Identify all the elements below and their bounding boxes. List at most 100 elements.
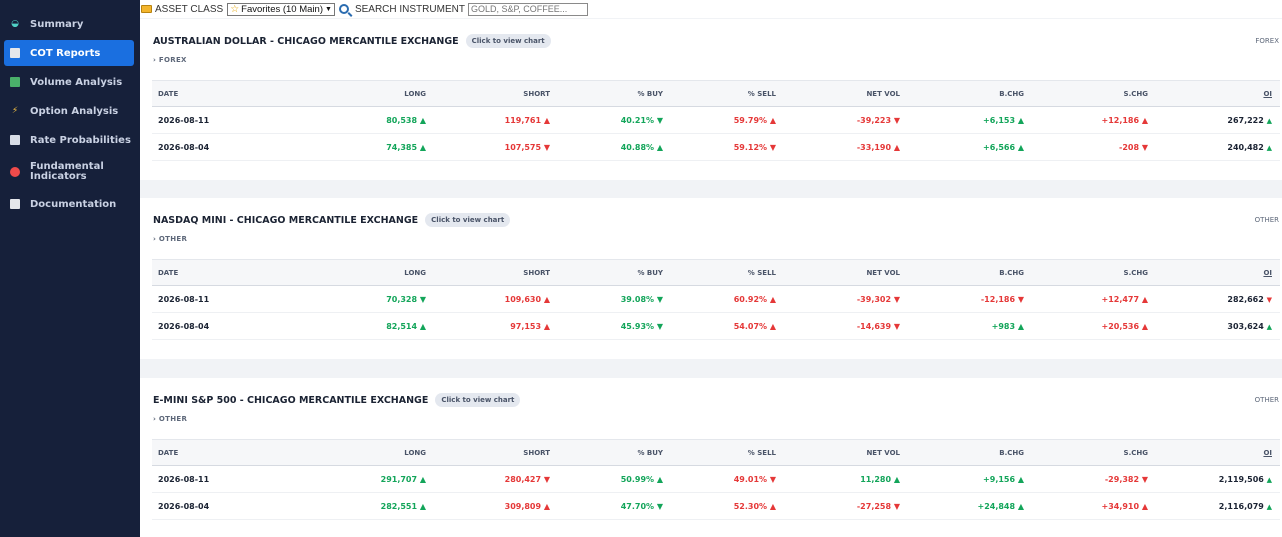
cell-oi: 240,482 ▲ <box>1156 133 1280 161</box>
cell-long: 70,328 ▼ <box>302 285 434 313</box>
column-header-b-chg: B.CHG <box>908 259 1032 286</box>
folder-icon <box>141 5 152 13</box>
cell-short: 119,761 ▲ <box>434 106 558 134</box>
table-row: 2026-08-04 82,514 ▲ 97,153 ▲ 45.93% ▼ 54.07%… <box>152 312 1280 340</box>
column-header-oi[interactable]: OI <box>1156 439 1280 466</box>
cell-date: 2026-08-11 <box>152 106 302 134</box>
asset-class-subtitle: › OTHER <box>153 415 188 423</box>
cell-schg: -29,382 ▼ <box>1032 465 1156 493</box>
cell-sell: 59.79% ▲ <box>671 106 784 134</box>
column-header-b-chg: B.CHG <box>908 439 1032 466</box>
cell-short: 280,427 ▼ <box>434 465 558 493</box>
cell-oi: 303,624 ▲ <box>1156 312 1280 340</box>
sidebar-item-summary[interactable]: ◒ Summary <box>4 11 134 37</box>
chevron-down-icon: ▼ <box>325 5 332 13</box>
cell-short: 109,630 ▲ <box>434 285 558 313</box>
arrow-up-icon: ▲ <box>1266 322 1272 331</box>
sidebar: ◒ Summary COT Reports Volume Analysis ⚡ … <box>0 0 140 537</box>
sidebar-item-label: Rate Probabilities <box>30 134 131 146</box>
asset-class-value: Favorites (10 Main) <box>241 3 323 15</box>
column-header-short: SHORT <box>434 439 558 466</box>
sidebar-item-label: Documentation <box>30 198 117 210</box>
view-chart-button[interactable]: Click to view chart <box>435 393 521 407</box>
cell-bchg: +983 ▲ <box>908 312 1032 340</box>
asset-class-subtitle: › FOREX <box>153 56 187 64</box>
cell-sell: 52.30% ▲ <box>671 492 784 520</box>
arrow-up-icon: ▲ <box>1266 143 1272 152</box>
column-header-s-chg: S.CHG <box>1032 259 1156 286</box>
cot-report-card: E-MINI S&P 500 - CHICAGO MERCANTILE EXCH… <box>140 378 1282 537</box>
cell-buy: 40.88% ▲ <box>558 133 671 161</box>
view-chart-button[interactable]: Click to view chart <box>465 34 551 48</box>
column-header-buy: % BUY <box>558 259 671 286</box>
cell-long: 291,707 ▲ <box>302 465 434 493</box>
bar-chart-icon <box>10 77 20 87</box>
arrow-down-icon: ▼ <box>1266 295 1272 304</box>
cell-sell: 60.92% ▲ <box>671 285 784 313</box>
cell-buy: 39.08% ▼ <box>558 285 671 313</box>
sidebar-item-label: Fundamental Indicators <box>30 161 104 182</box>
cell-net: -39,223 ▼ <box>784 106 908 134</box>
star-icon: ☆ <box>230 3 240 15</box>
column-header-short: SHORT <box>434 80 558 107</box>
sidebar-item-option-analysis[interactable]: ⚡ Option Analysis <box>4 98 134 124</box>
cell-bchg: +6,566 ▲ <box>908 133 1032 161</box>
asset-class-tag: OTHER <box>1254 396 1279 404</box>
cell-date: 2026-08-04 <box>152 492 302 520</box>
sidebar-item-rate-probabilities[interactable]: Rate Probabilities <box>4 127 134 153</box>
summary-icon: ◒ <box>11 19 19 29</box>
sidebar-item-cot-reports[interactable]: COT Reports <box>4 40 134 66</box>
card-title-row: AUSTRALIAN DOLLAR - CHICAGO MERCANTILE E… <box>153 34 551 48</box>
cell-bchg: +24,848 ▲ <box>908 492 1032 520</box>
table-row: 2026-08-11 80,538 ▲ 119,761 ▲ 40.21% ▼ 59.79… <box>152 106 1280 134</box>
column-header-date: DATE <box>152 259 302 286</box>
instrument-title: NASDAQ MINI - CHICAGO MERCANTILE EXCHANG… <box>153 214 419 226</box>
cot-table: DATE LONG SHORT% BUY% SELL NET VOL B.CHG S.CH… <box>152 259 1280 340</box>
sidebar-item-volume-analysis[interactable]: Volume Analysis <box>4 69 134 95</box>
cell-schg: +34,910 ▲ <box>1032 492 1156 520</box>
cell-schg: +20,536 ▲ <box>1032 312 1156 340</box>
column-header-s-chg: S.CHG <box>1032 80 1156 107</box>
column-header-net-vol: NET VOL <box>784 80 908 107</box>
cell-oi: 267,222 ▲ <box>1156 106 1280 134</box>
column-header-buy: % BUY <box>558 439 671 466</box>
column-header-oi[interactable]: OI <box>1156 80 1280 107</box>
cell-net: 11,280 ▲ <box>784 465 908 493</box>
arrow-up-icon: ▲ <box>1266 116 1272 125</box>
cell-long: 282,551 ▲ <box>302 492 434 520</box>
arrow-up-icon: ▲ <box>1266 475 1272 484</box>
instrument-title: AUSTRALIAN DOLLAR - CHICAGO MERCANTILE E… <box>153 35 459 47</box>
sidebar-item-label: COT Reports <box>30 47 101 59</box>
asset-class-label: ASSET CLASS <box>155 3 224 15</box>
cell-long: 80,538 ▲ <box>302 106 434 134</box>
cot-report-card: NASDAQ MINI - CHICAGO MERCANTILE EXCHANG… <box>140 198 1282 359</box>
table-row: 2026-08-11 291,707 ▲ 280,427 ▼ 50.99% ▲ 49.0… <box>152 465 1280 493</box>
cell-schg: +12,186 ▲ <box>1032 106 1156 134</box>
cell-net: -14,639 ▼ <box>784 312 908 340</box>
column-header-sell: % SELL <box>671 259 784 286</box>
cell-sell: 54.07% ▲ <box>671 312 784 340</box>
sidebar-item-documentation[interactable]: Documentation <box>4 191 134 217</box>
card-title-row: E-MINI S&P 500 - CHICAGO MERCANTILE EXCH… <box>153 393 521 407</box>
cell-date: 2026-08-11 <box>152 285 302 313</box>
search-instrument-label: SEARCH INSTRUMENT <box>354 3 465 15</box>
search-input[interactable] <box>467 2 588 16</box>
document-icon <box>10 199 20 209</box>
column-header-s-chg: S.CHG <box>1032 439 1156 466</box>
sidebar-item-fundamental-indicators[interactable]: Fundamental Indicators <box>4 156 134 188</box>
view-chart-button[interactable]: Click to view chart <box>425 213 511 227</box>
card-title-row: NASDAQ MINI - CHICAGO MERCANTILE EXCHANG… <box>153 213 511 227</box>
column-header-sell: % SELL <box>671 80 784 107</box>
asset-class-select[interactable]: ☆ Favorites (10 Main) ▼ <box>227 2 335 16</box>
cell-buy: 50.99% ▲ <box>558 465 671 493</box>
column-header-oi[interactable]: OI <box>1156 259 1280 286</box>
search-icon <box>338 4 349 14</box>
cell-net: -33,190 ▲ <box>784 133 908 161</box>
cell-long: 82,514 ▲ <box>302 312 434 340</box>
cell-short: 107,575 ▼ <box>434 133 558 161</box>
column-header-net-vol: NET VOL <box>784 259 908 286</box>
cell-oi: 2,116,079 ▲ <box>1156 492 1280 520</box>
cell-net: -27,258 ▼ <box>784 492 908 520</box>
asset-class-tag: OTHER <box>1254 216 1279 224</box>
report-icon <box>10 48 20 58</box>
